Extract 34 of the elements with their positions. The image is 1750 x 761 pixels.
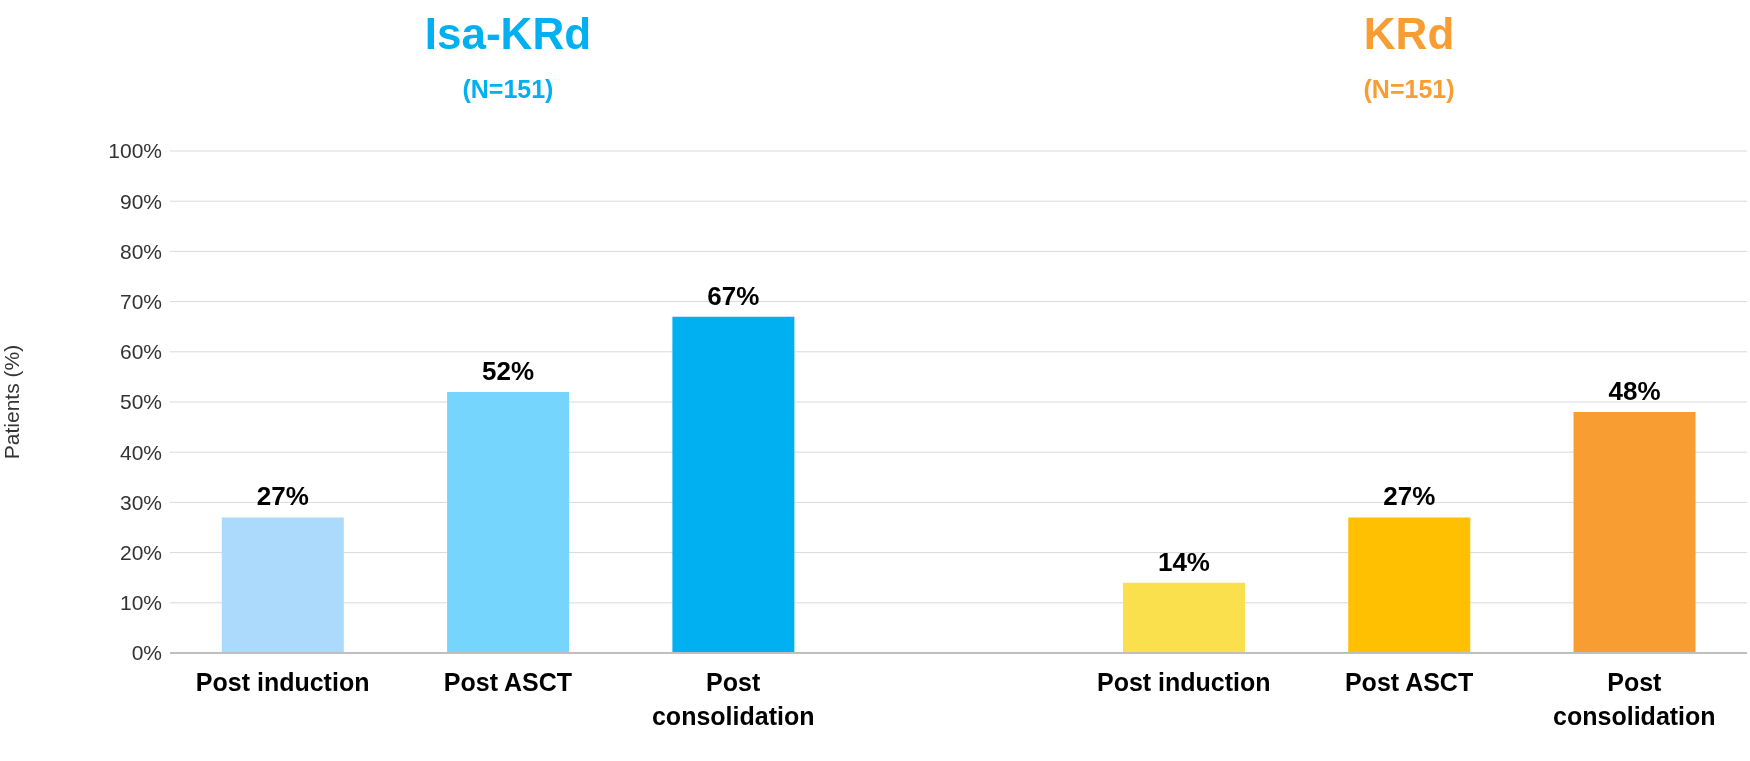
text: (N=151) xyxy=(1362,74,1456,104)
data-label: 48% xyxy=(1608,376,1661,407)
y-tick-label: 60% xyxy=(119,340,162,364)
data-label: 14% xyxy=(1157,546,1210,577)
y-tick-label: 10% xyxy=(119,591,162,615)
data-label: 52% xyxy=(482,355,535,386)
text: (N=151) xyxy=(461,74,555,104)
y-tick-label: 100% xyxy=(108,139,162,163)
bar xyxy=(672,316,795,653)
text: Isa-KRd xyxy=(423,8,593,60)
data-label: 67% xyxy=(707,280,760,311)
x-tick-label: Post induction xyxy=(195,668,370,696)
bar xyxy=(1122,582,1245,653)
y-tick-label: 40% xyxy=(119,440,162,464)
y-tick-label: 50% xyxy=(119,390,162,414)
text: KRd xyxy=(1362,8,1456,60)
bar xyxy=(221,517,344,653)
x-tick-label: Post consolidation xyxy=(1553,668,1716,730)
y-tick-label: 20% xyxy=(119,541,162,565)
bar xyxy=(447,391,570,653)
x-tick-label: Post ASCT xyxy=(1344,668,1474,696)
bar xyxy=(1348,517,1471,653)
y-axis-title: Patients (%) xyxy=(0,344,24,460)
bar xyxy=(1573,412,1696,653)
y-tick-label: 30% xyxy=(119,490,162,514)
data-label: 27% xyxy=(256,481,309,512)
y-tick-label: 70% xyxy=(119,290,162,314)
y-tick-label: 80% xyxy=(119,239,162,263)
y-tick-label: 90% xyxy=(119,189,162,213)
x-tick-label: Post consolidation xyxy=(651,668,815,730)
y-tick-label: 0% xyxy=(131,641,162,665)
data-label: 27% xyxy=(1383,481,1436,512)
x-tick-label: Post ASCT xyxy=(443,668,573,696)
x-tick-label: Post induction xyxy=(1096,668,1271,696)
